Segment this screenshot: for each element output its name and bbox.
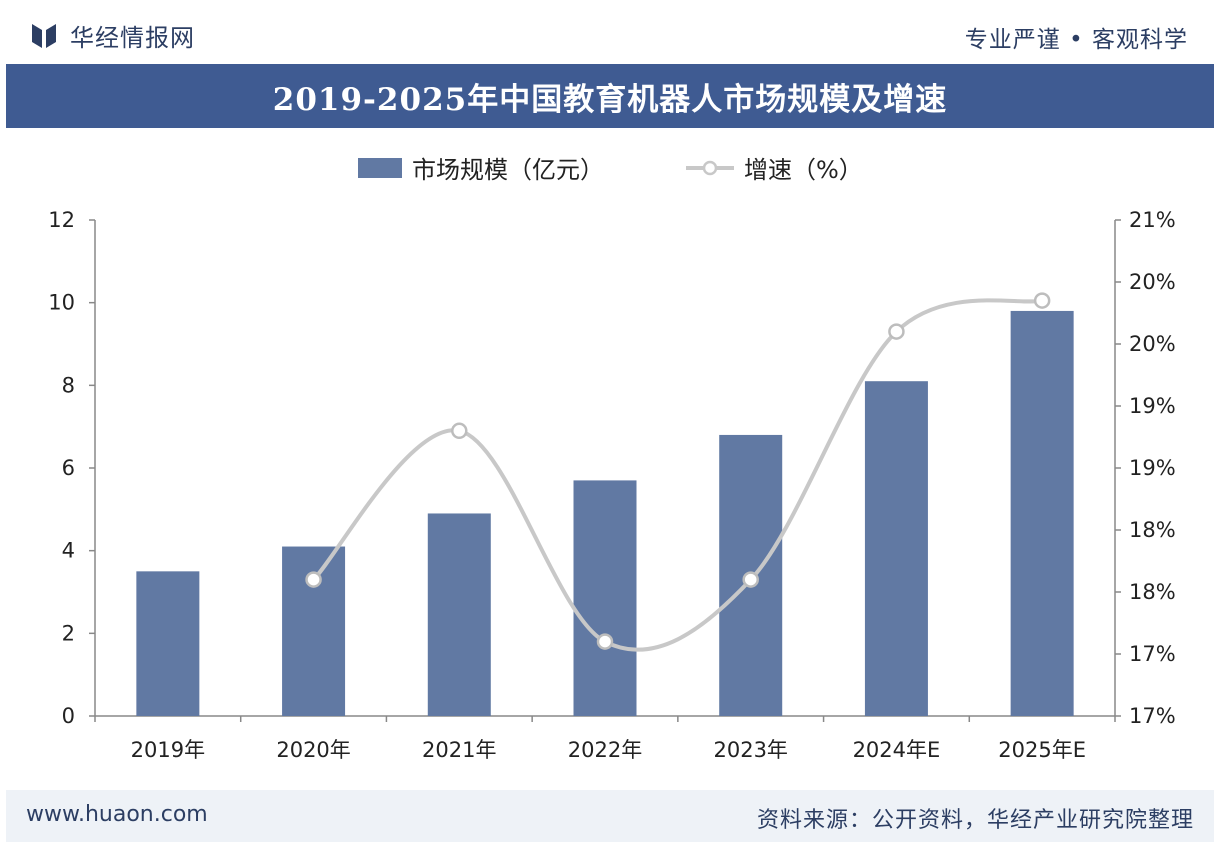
footer-website: www.huaon.com xyxy=(26,802,208,827)
bar-7 xyxy=(1010,310,1074,716)
growth-point-2 xyxy=(451,422,468,440)
y-right-tick-label: 17% xyxy=(1129,642,1176,666)
y-right-tick-label: 19% xyxy=(1129,394,1176,418)
legend-bar-label: 市场规模（亿元） xyxy=(412,156,604,184)
footer-source: 资料来源：公开资料，华经产业研究院整理 xyxy=(756,808,1194,833)
y-left-tick-label: 10 xyxy=(48,291,75,315)
y-left-tick-label: 12 xyxy=(48,208,75,232)
x-tick-label: 2020年 xyxy=(276,738,350,762)
huaon-logo-icon xyxy=(32,23,56,48)
y-right-tick-label: 21% xyxy=(1129,208,1176,232)
legend-line-label: 增速（%） xyxy=(744,156,863,184)
brand-name: 华经情报网 xyxy=(70,24,195,52)
x-tick-label: 2019年 xyxy=(131,738,205,762)
footer: www.huaon.com 资料来源：公开资料，华经产业研究院整理 xyxy=(6,790,1214,842)
y-right-tick-label: 18% xyxy=(1129,518,1176,542)
y-left-tick-label: 2 xyxy=(62,621,75,645)
top-bar: 华经情报网 专业严谨 • 客观科学 xyxy=(0,0,1220,62)
brand: 华经情报网 xyxy=(30,18,195,53)
growth-point-6 xyxy=(1033,292,1051,309)
bar-1 xyxy=(136,571,200,716)
x-tick-label: 2024年E xyxy=(853,738,941,762)
y-left-tick-label: 0 xyxy=(62,704,75,728)
title-bar: 2019-2025年中国教育机器人市场规模及增速 xyxy=(6,64,1214,128)
chart: 市场规模（亿元） 增速（%） 0 2 4 6 8 10 12 17% 17% 18% 18% 19% 19%… xyxy=(48,156,1176,762)
x-tick-label: 2022年 xyxy=(568,738,642,762)
growth-point-4 xyxy=(742,571,759,588)
x-tick-label: 2025年E xyxy=(998,738,1086,762)
y-right-tick-label: 19% xyxy=(1129,456,1176,480)
y-left-tick-label: 4 xyxy=(62,539,75,563)
slogan: 专业严谨 • 客观科学 xyxy=(964,27,1188,53)
y-right-tick-label: 20% xyxy=(1129,270,1176,294)
y-left-tick-label: 6 xyxy=(62,456,75,480)
x-tick-label: 2023年 xyxy=(713,738,787,762)
legend-line-marker xyxy=(702,160,718,176)
bar-6 xyxy=(864,381,928,716)
bar-3 xyxy=(427,513,491,716)
y-right-tick-label: 17% xyxy=(1129,704,1176,728)
y-right-tick-label: 20% xyxy=(1129,332,1176,356)
growth-point-1 xyxy=(305,571,322,588)
y-right-tick-label: 18% xyxy=(1129,580,1176,604)
bar-4 xyxy=(573,480,637,716)
legend-bar-swatch xyxy=(358,158,402,178)
chart-title: 2019-2025年中国教育机器人市场规模及增速 xyxy=(272,81,948,118)
growth-point-5 xyxy=(888,323,905,340)
growth-point-3 xyxy=(596,633,614,650)
growth-line xyxy=(312,298,1043,652)
y-left-tick-label: 8 xyxy=(62,373,75,397)
x-tick-label: 2021年 xyxy=(422,738,496,762)
